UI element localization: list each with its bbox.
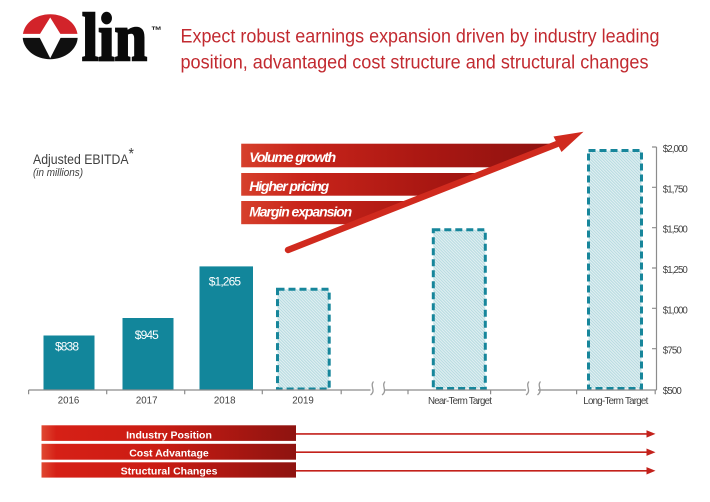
svg-text:Higher pricing: Higher pricing xyxy=(249,178,329,194)
svg-text:™: ™ xyxy=(151,25,162,37)
svg-text:position, advantaged cost stru: position, advantaged cost structure and … xyxy=(181,51,649,73)
svg-text:$1,500: $1,500 xyxy=(663,225,689,236)
svg-text:$1,265: $1,265 xyxy=(209,275,242,289)
svg-text:Volume growth: Volume growth xyxy=(249,149,336,165)
svg-text:Margin expansion: Margin expansion xyxy=(249,203,352,219)
svg-text:Adjusted EBITDA*: Adjusted EBITDA* xyxy=(33,146,134,167)
svg-text:lin: lin xyxy=(82,0,147,75)
svg-text:$1,750: $1,750 xyxy=(663,185,689,196)
svg-text:$1,000: $1,000 xyxy=(663,305,689,316)
svg-text:Industry Position: Industry Position xyxy=(126,429,212,441)
svg-text:2019: 2019 xyxy=(292,396,314,407)
svg-text:$945: $945 xyxy=(135,328,159,342)
svg-text:$838: $838 xyxy=(55,340,79,354)
svg-text:$750: $750 xyxy=(663,346,683,357)
svg-text:Near-Term Target: Near-Term Target xyxy=(428,396,492,407)
svg-text:Long-Term Target: Long-Term Target xyxy=(583,396,648,407)
svg-text:2018: 2018 xyxy=(214,396,236,407)
svg-text:2017: 2017 xyxy=(136,396,158,407)
svg-text:Expect robust earnings expansi: Expect robust earnings expansion driven … xyxy=(181,25,660,47)
svg-text:Cost Advantage: Cost Advantage xyxy=(129,447,209,459)
svg-text:$1,250: $1,250 xyxy=(663,265,689,276)
svg-text:2016: 2016 xyxy=(58,396,80,407)
svg-text:$2,000: $2,000 xyxy=(663,144,689,155)
svg-text:$500: $500 xyxy=(663,386,683,397)
svg-text:Structural Changes: Structural Changes xyxy=(121,466,218,478)
svg-text:(in millions): (in millions) xyxy=(33,167,83,179)
